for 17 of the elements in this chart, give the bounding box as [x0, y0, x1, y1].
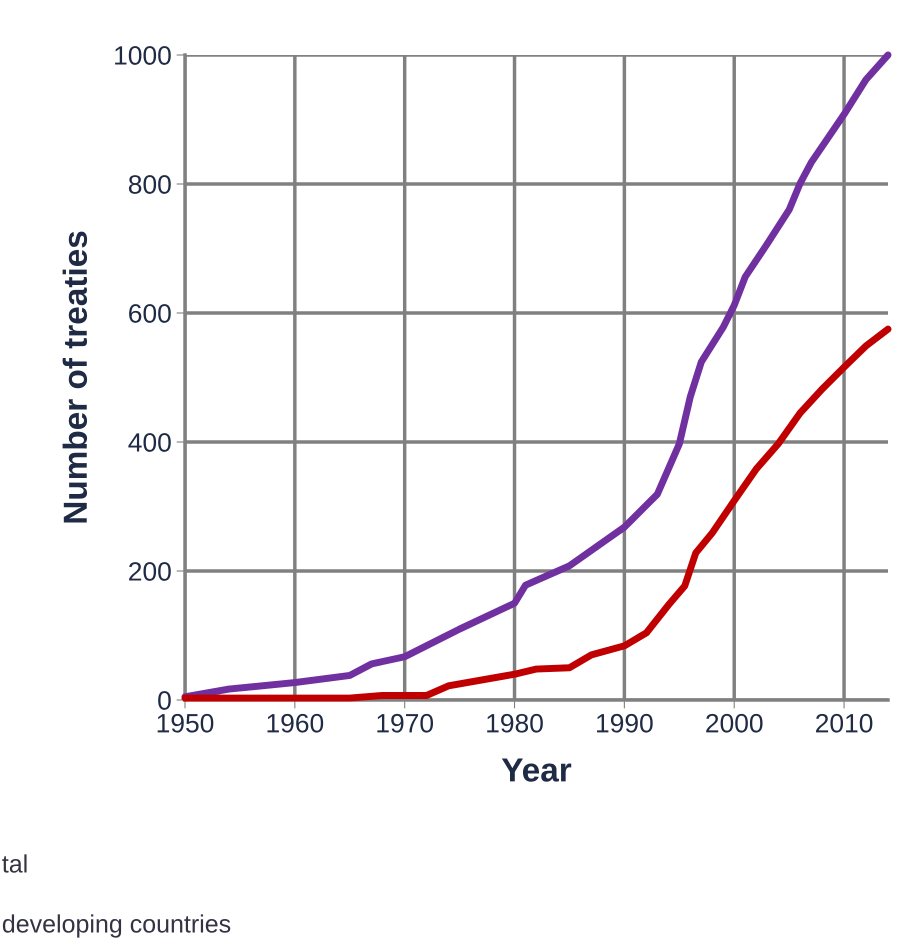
y-tick-label: 200: [129, 562, 171, 581]
x-tick-label: 1990: [597, 714, 653, 733]
x-tick-label: 1950: [158, 714, 214, 733]
y-tick-label: 0: [158, 691, 171, 710]
y-tick-label: 800: [128, 175, 171, 194]
text: developing countries: [2, 914, 230, 938]
x-axis-title: Year: [502, 758, 572, 782]
x-tick-label: 1960: [268, 714, 324, 733]
y-tick-label: 1000: [115, 46, 171, 65]
x-tick-label: 1970: [377, 714, 434, 733]
x-tick-label: 2010: [816, 714, 872, 733]
text: tal: [2, 854, 27, 873]
y-tick-label: 600: [129, 304, 171, 323]
y-tick-label: 400: [128, 433, 171, 452]
x-tick-label: 2000: [706, 714, 763, 733]
x-tick-label: 1980: [487, 714, 543, 733]
y-axis-title: Number of treaties: [62, 232, 88, 523]
